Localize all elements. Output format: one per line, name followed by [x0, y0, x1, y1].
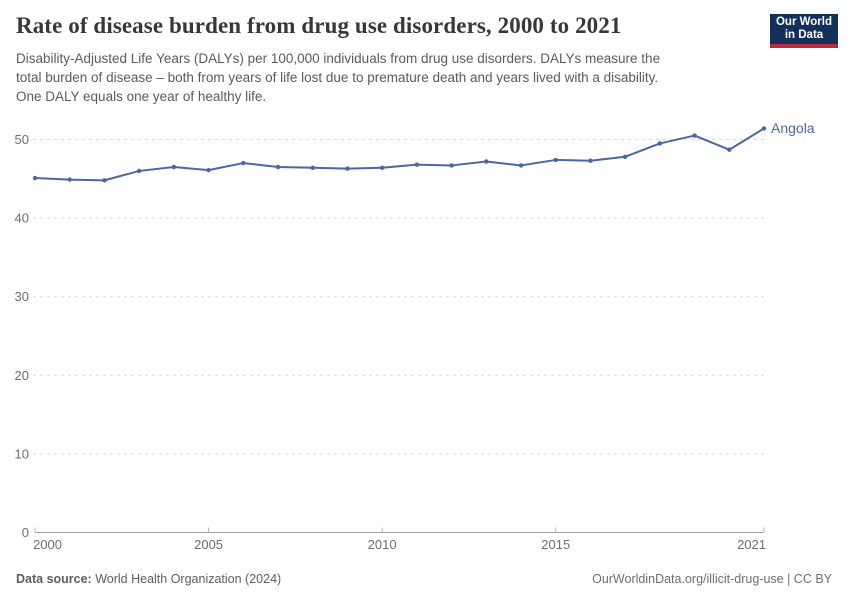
data-point: [518, 163, 524, 168]
data-point: [241, 160, 246, 166]
subtitle-line: One DALY equals one year of healthy life…: [16, 89, 267, 104]
data-point: [692, 133, 697, 138]
y-tick-label: 30: [15, 289, 29, 304]
chart-footer: Data source: World Health Organization (…: [16, 572, 832, 586]
data-source-label: Data source:: [16, 572, 92, 586]
chart-header: Rate of disease burden from drug use dis…: [16, 12, 838, 106]
chart-subtitle: Disability-Adjusted Life Years (DALYs) p…: [16, 49, 838, 106]
data-point: [171, 164, 177, 170]
data-line: [34, 127, 765, 182]
y-tick-label: 0: [22, 525, 29, 540]
x-tick-label: 2010: [368, 537, 397, 552]
data-point: [414, 162, 420, 167]
data-point: [449, 163, 454, 168]
data-point: [275, 164, 281, 170]
data-point: [206, 167, 211, 173]
y-tick-label: 10: [15, 446, 29, 461]
y-tick-label: 40: [15, 211, 29, 226]
data-point: [379, 165, 385, 170]
data-point: [553, 157, 558, 163]
subtitle-line: total burden of disease – both from year…: [16, 70, 659, 85]
data-point: [310, 165, 315, 170]
x-tick-label: 2015: [541, 537, 570, 552]
data-point: [761, 126, 767, 131]
data-point: [67, 177, 72, 182]
data-point: [588, 158, 593, 163]
entity-label: Angola: [771, 120, 815, 136]
x-tick-label: 2021: [737, 537, 766, 552]
x-tick-label: 2005: [194, 537, 223, 552]
data-source: Data source: World Health Organization (…: [16, 572, 281, 586]
data-source-value: World Health Organization (2024): [91, 572, 282, 586]
data-point: [727, 147, 732, 152]
data-point: [622, 154, 628, 159]
subtitle-line: Disability-Adjusted Life Years (DALYs) p…: [16, 51, 661, 66]
data-point: [345, 166, 350, 171]
data-point: [102, 178, 107, 183]
y-tick-label: 20: [15, 368, 29, 383]
chart-title: Rate of disease burden from drug use dis…: [16, 13, 622, 38]
owid-logo-text: Our World: [775, 16, 832, 28]
data-point: [657, 141, 663, 146]
owid-logo-text: in Data: [784, 29, 824, 41]
data-point: [484, 159, 489, 164]
y-tick-label: 50: [15, 132, 29, 147]
data-point: [32, 175, 38, 181]
x-tick-label: 2000: [33, 537, 62, 552]
footer-link[interactable]: OurWorldinData.org/illicit-drug-use | CC…: [592, 572, 832, 586]
data-point: [136, 168, 142, 174]
owid-logo[interactable]: Our World in Data: [770, 14, 838, 48]
